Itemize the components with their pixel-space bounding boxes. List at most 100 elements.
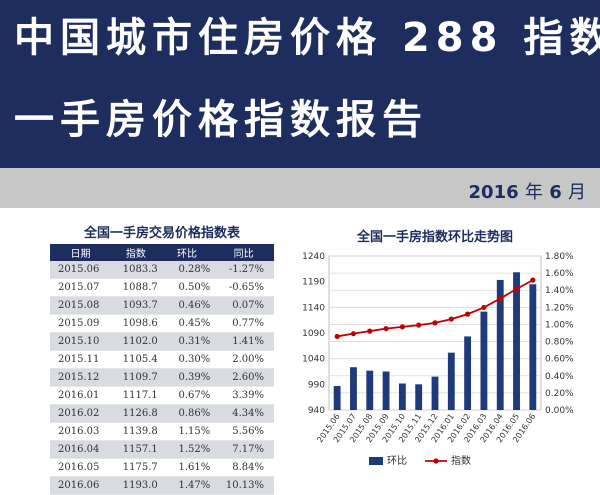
table-row: 2016.04 1157.1 1.52% 7.17% (50, 440, 274, 459)
cell-yoy: -1.27% (213, 261, 274, 279)
report-year-suffix: 年 (524, 182, 543, 203)
y-left-tick-label: 1040 (302, 355, 325, 365)
table-row: 2015.06 1083.3 0.28% -1.27% (50, 261, 274, 279)
cell-yoy: 7.17% (213, 440, 274, 459)
cell-index: 1175.7 (110, 458, 161, 477)
y-right-tick-label: 1.00% (545, 320, 574, 330)
cell-index: 1193.0 (110, 476, 161, 495)
y-right-tick-label: 1.20% (545, 303, 574, 313)
index-point (350, 331, 357, 337)
table-row: 2015.11 1105.4 0.30% 2.00% (50, 350, 274, 369)
index-point (465, 311, 471, 317)
cell-mom: 1.15% (160, 422, 214, 441)
cell-yoy: 2.60% (213, 368, 274, 387)
bar-mom (333, 386, 341, 410)
cell-index: 1117.1 (110, 386, 161, 405)
cell-yoy: -0.65% (213, 278, 274, 297)
index-point (383, 325, 389, 332)
cell-mom: 1.61% (160, 458, 214, 477)
cell-mom: 0.31% (160, 332, 214, 351)
bar-mom (415, 384, 423, 410)
index-point (367, 328, 373, 334)
cell-index: 1109.7 (110, 368, 161, 387)
cell-mom: 0.39% (160, 368, 214, 387)
report-month: 6 (549, 182, 562, 203)
cell-mom: 0.45% (160, 314, 214, 333)
cell-index: 1139.8 (110, 422, 161, 441)
index-point (416, 322, 422, 328)
y-right-tick-label: 0.80% (545, 338, 574, 348)
cell-index: 1088.7 (110, 278, 161, 297)
y-right-tick-label: 1.60% (545, 269, 574, 279)
cell-date: 2016.02 (50, 404, 111, 423)
cell-date: 2015.08 (50, 296, 111, 315)
cell-date: 2016.04 (50, 440, 111, 459)
chart-title: 全国一手房指数环比走势图 (356, 230, 513, 245)
cell-mom: 1.52% (160, 440, 214, 459)
cell-mom: 0.46% (160, 296, 214, 315)
table-row: 2015.09 1098.6 0.45% 0.77% (50, 314, 274, 333)
cell-yoy: 0.77% (213, 314, 274, 333)
y-left-tick-label: 990 (308, 380, 325, 390)
index-point (334, 333, 340, 340)
table-row: 2016.01 1117.1 0.67% 3.39% (50, 386, 274, 405)
bar-mom (496, 279, 504, 410)
table-row: 2015.12 1109.7 0.39% 2.60% (50, 368, 274, 387)
cell-index: 1157.1 (110, 440, 161, 459)
legend-label-index: 指数 (451, 454, 471, 467)
cell-yoy: 5.56% (213, 422, 274, 441)
cell-mom: 0.50% (160, 278, 214, 297)
y-left-tick-label: 1090 (302, 329, 325, 339)
y-right-tick-label: 0.20% (545, 389, 574, 399)
header-yoy: 同比 (213, 244, 274, 261)
header-banner: 中国城市住房价格 288 指数 一手房价格指数报告 (0, 0, 600, 168)
cell-yoy: 4.34% (213, 404, 274, 423)
y-left-tick-label: 1190 (302, 278, 325, 288)
bar-mom (366, 370, 374, 410)
cell-index: 1105.4 (110, 350, 161, 369)
index-point (448, 316, 454, 322)
index-point (481, 304, 487, 311)
index-point (530, 277, 536, 283)
cell-mom: 0.30% (160, 350, 214, 369)
table-row: 2015.10 1102.0 0.31% 1.41% (50, 332, 274, 351)
index-point (497, 295, 503, 302)
cell-yoy: 2.00% (213, 350, 274, 369)
y-right-tick-label: 1.80% (545, 252, 574, 262)
bar-mom (382, 371, 390, 410)
bar-mom (529, 284, 537, 410)
report-month-suffix: 月 (568, 182, 586, 203)
cell-yoy: 0.07% (213, 296, 274, 315)
cell-date: 2015.11 (50, 350, 111, 369)
table-body: 2015.06 1083.3 0.28% -1.27% 2015.07 1088.7 0.5… (50, 261, 274, 495)
table-row: 2016.06 1193.0 1.47% 10.13% (50, 476, 274, 495)
index-point (432, 320, 438, 326)
cell-index: 1102.0 (110, 332, 161, 351)
report-title-line-2: 一手房价格指数报告 (14, 97, 428, 143)
bar-mom (431, 376, 439, 410)
index-point (513, 286, 520, 292)
cell-date: 2015.10 (50, 332, 111, 351)
cell-date: 2016.01 (50, 386, 111, 405)
cell-yoy: 3.39% (213, 386, 274, 405)
cell-index: 1083.3 (110, 261, 161, 279)
y-left-tick-label: 1140 (302, 303, 325, 313)
bar-mom (350, 367, 357, 410)
cell-yoy: 1.41% (213, 332, 274, 351)
header-index: 指数 (110, 244, 161, 261)
table-row: 2015.07 1088.7 0.50% -0.65% (50, 278, 274, 297)
cell-mom: 1.47% (160, 476, 214, 495)
cell-index: 1098.6 (110, 314, 161, 333)
y-right-tick-label: 0.60% (545, 355, 574, 365)
legend-swatch-mom (369, 457, 383, 465)
cell-date: 2015.07 (50, 278, 111, 297)
table-row: 2016.02 1126.8 0.86% 4.34% (50, 404, 274, 423)
header-date: 日期 (50, 244, 111, 261)
y-right-tick-label: 0.00% (545, 406, 574, 416)
y-left-tick-label: 940 (308, 406, 325, 416)
date-bar (0, 168, 600, 208)
cell-mom: 0.67% (160, 386, 214, 405)
cell-mom: 0.28% (160, 261, 214, 279)
table-row: 2015.08 1093.7 0.46% 0.07% (50, 296, 274, 315)
legend-label-mom: 环比 (387, 455, 407, 467)
